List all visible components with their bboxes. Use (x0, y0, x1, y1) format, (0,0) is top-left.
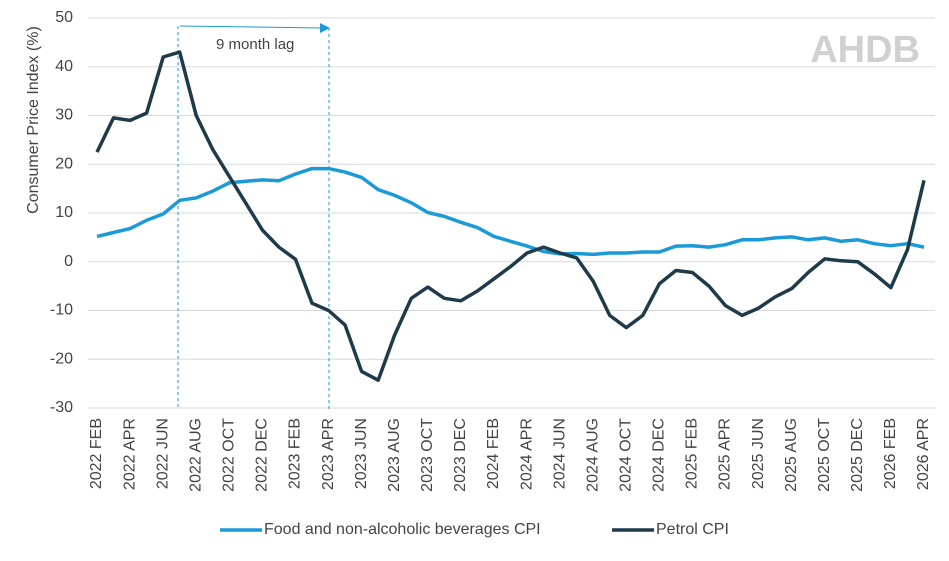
y-tick-label: 30 (55, 107, 73, 124)
x-tick-label: 2023 OCT (419, 418, 436, 492)
x-tick-label: 2025 DEC (849, 418, 866, 492)
x-tick-label: 2025 APR (717, 418, 734, 490)
y-tick-label: 0 (64, 253, 73, 270)
x-tick-label: 2025 FEB (684, 418, 701, 489)
legend-label: Petrol CPI (656, 521, 729, 538)
legend-label: Food and non-alcoholic beverages CPI (264, 521, 541, 538)
y-tick-label: 20 (55, 155, 73, 172)
x-tick-label: 2023 DEC (452, 418, 469, 492)
x-tick-label: 2025 JUN (750, 418, 767, 489)
y-tick-label: -20 (50, 350, 73, 367)
x-tick-label: 2024 OCT (617, 418, 634, 492)
x-tick-label: 2022 JUN (154, 418, 171, 489)
x-tick-label: 2026 APR (915, 418, 932, 490)
x-tick-label: 2023 FEB (287, 418, 304, 489)
series-line (95, 50, 926, 382)
arrow-head (320, 23, 330, 33)
y-tick-label: 50 (55, 9, 73, 26)
y-tick-label: 40 (55, 58, 73, 75)
y-axis-label: Consumer Price Index (%) (25, 26, 42, 214)
x-tick-label: 2022 OCT (221, 418, 238, 492)
x-tick-label: 2022 AUG (187, 418, 204, 492)
y-tick-label: -30 (50, 399, 73, 416)
x-tick-label: 2023 AUG (386, 418, 403, 492)
x-tick-label: 2022 APR (121, 418, 138, 490)
x-tick-label: 2022 FEB (88, 418, 105, 489)
series-line (96, 166, 925, 257)
logo: AHDB (810, 29, 920, 71)
x-tick-label: 2024 JUN (551, 418, 568, 489)
annotation: 9 month lag (216, 36, 294, 53)
x-tick-label: 2025 OCT (816, 418, 833, 492)
annotation-arrow (179, 25, 323, 29)
x-tick-label: 2026 FEB (882, 418, 899, 489)
x-tick-label: 2023 APR (320, 418, 337, 490)
x-tick-label: 2024 AUG (584, 418, 601, 492)
x-tick-label: 2024 DEC (651, 418, 668, 492)
y-tick-label: 10 (55, 204, 73, 221)
x-tick-label: 2024 APR (518, 418, 535, 490)
x-tick-label: 2022 DEC (254, 418, 271, 492)
x-tick-label: 2025 AUG (783, 418, 800, 492)
x-tick-label: 2024 FEB (485, 418, 502, 489)
x-tick-label: 2023 JUN (353, 418, 370, 489)
y-tick-label: -10 (50, 302, 73, 319)
